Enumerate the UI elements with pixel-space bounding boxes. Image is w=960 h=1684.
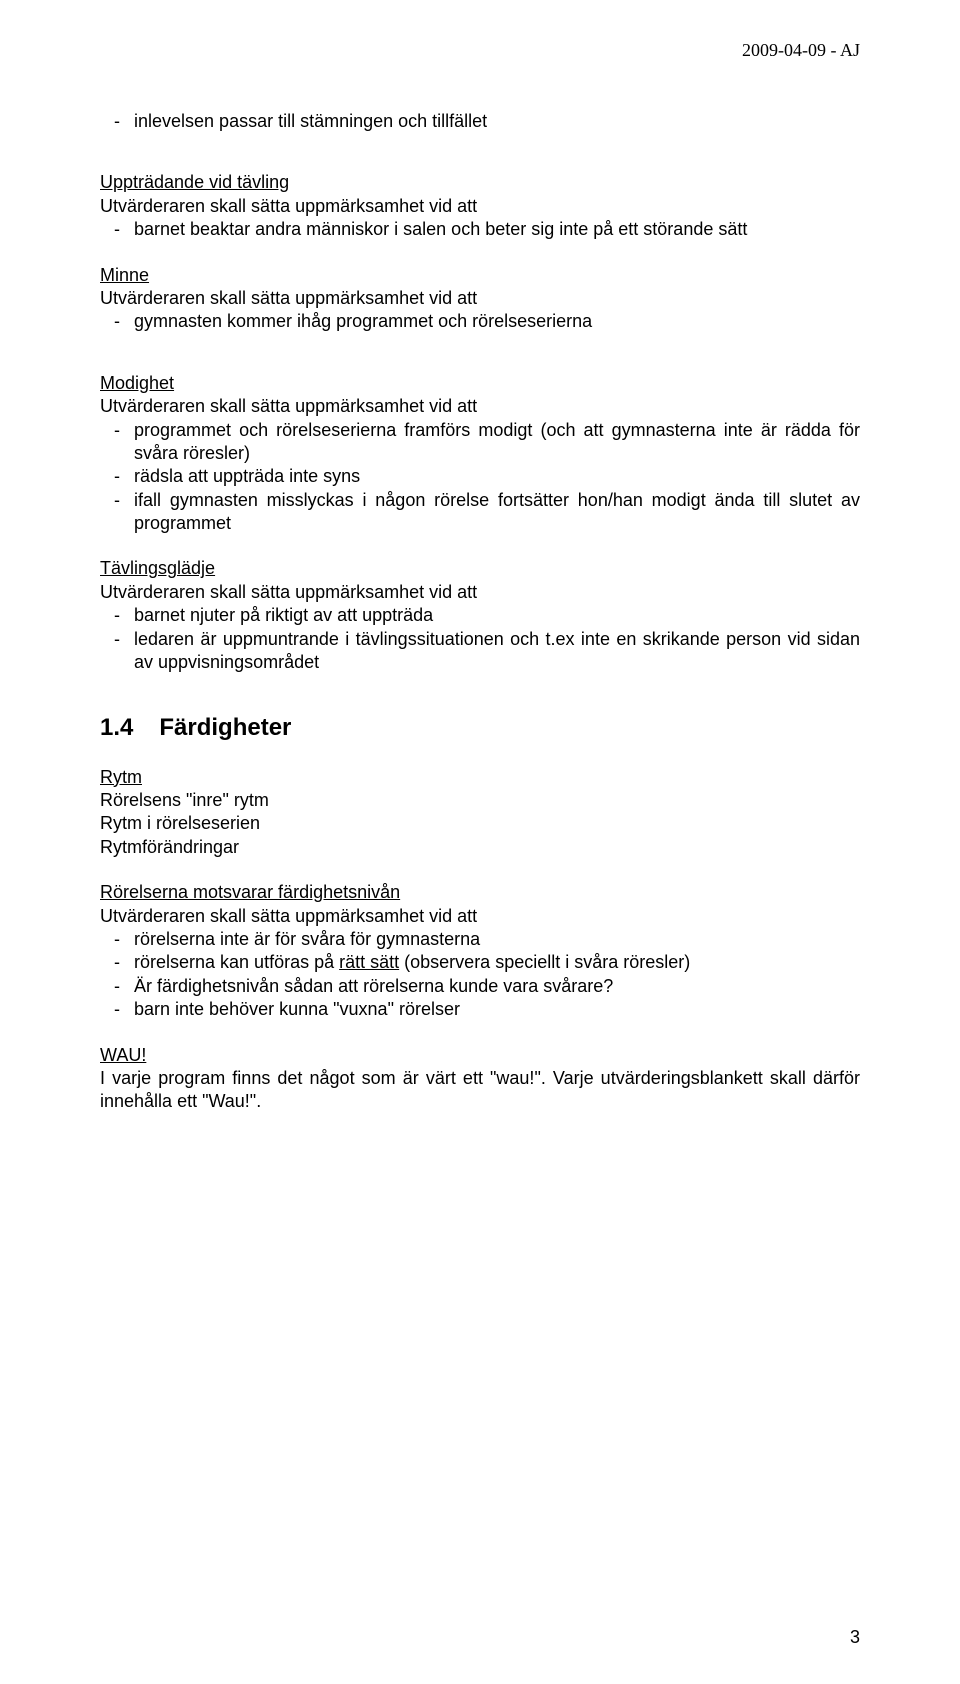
list-item: - barnet njuter på riktigt av att uppträ… (100, 604, 860, 627)
section-intro: Utvärderaren skall sätta uppmärksamhet v… (100, 581, 860, 604)
bullet-dash-icon: - (100, 489, 134, 512)
bullet-dash-icon: - (100, 928, 134, 951)
bullet-text: rörelserna kan utföras på rätt sätt (obs… (134, 951, 860, 974)
bullet-dash-icon: - (100, 975, 134, 998)
section-heading-rorelserna: Rörelserna motsvarar färdighetsnivån (100, 881, 860, 904)
section-intro: Utvärderaren skall sätta uppmärksamhet v… (100, 905, 860, 928)
list-item: - programmet och rörelseserierna framför… (100, 419, 860, 466)
bullet-text: rädsla att uppträda inte syns (134, 465, 860, 488)
page-number: 3 (850, 1627, 860, 1648)
body-text: Rytmförändringar (100, 836, 860, 859)
section-heading-modighet: Modighet (100, 372, 860, 395)
bullet-text: ledaren är uppmuntrande i tävlingssituat… (134, 628, 860, 675)
bullet-text: inlevelsen passar till stämningen och ti… (134, 110, 860, 133)
bullet-text: barnet beaktar andra människor i salen o… (134, 218, 860, 241)
bullet-text: programmet och rörelseserierna framförs … (134, 419, 860, 466)
bullet-text: ifall gymnasten misslyckas i någon rörel… (134, 489, 860, 536)
list-item: - ledaren är uppmuntrande i tävlingssitu… (100, 628, 860, 675)
section-intro: Utvärderaren skall sätta uppmärksamhet v… (100, 287, 860, 310)
heading-fardigheter: 1.4 Färdigheter (100, 712, 860, 743)
bullet-text: gymnasten kommer ihåg programmet och rör… (134, 310, 860, 333)
body-text: Rytm i rörelseserien (100, 812, 860, 835)
document-page: 2009-04-09 - AJ - inlevelsen passar till… (0, 0, 960, 1684)
page-content: - inlevelsen passar till stämningen och … (100, 110, 860, 1114)
bullet-text: barnet njuter på riktigt av att uppträda (134, 604, 860, 627)
heading-title: Färdigheter (159, 712, 291, 743)
bullet-dash-icon: - (100, 628, 134, 651)
section-intro: Utvärderaren skall sätta uppmärksamhet v… (100, 395, 860, 418)
list-item: - gymnasten kommer ihåg programmet och r… (100, 310, 860, 333)
text-post: (observera speciellt i svåra röresler) (399, 952, 690, 972)
bullet-dash-icon: - (100, 419, 134, 442)
bullet-text: Är färdighetsnivån sådan att rörelserna … (134, 975, 860, 998)
list-item: - inlevelsen passar till stämningen och … (100, 110, 860, 133)
bullet-dash-icon: - (100, 951, 134, 974)
bullet-dash-icon: - (100, 110, 134, 133)
bullet-dash-icon: - (100, 998, 134, 1021)
section-heading-wau: WAU! (100, 1044, 860, 1067)
text-pre: rörelserna kan utföras på (134, 952, 339, 972)
section-heading-tavlingsgladje: Tävlingsglädje (100, 557, 860, 580)
list-item: - rädsla att uppträda inte syns (100, 465, 860, 488)
body-text: Rörelsens "inre" rytm (100, 789, 860, 812)
bullet-text: barn inte behöver kunna "vuxna" rörelser (134, 998, 860, 1021)
bullet-dash-icon: - (100, 310, 134, 333)
header-date: 2009-04-09 - AJ (742, 40, 860, 61)
list-item: - Är färdighetsnivån sådan att rörelsern… (100, 975, 860, 998)
section-heading-upptradande: Uppträdande vid tävling (100, 171, 860, 194)
section-intro: Utvärderaren skall sätta uppmärksamhet v… (100, 195, 860, 218)
underlined-phrase: rätt sätt (339, 952, 399, 972)
bullet-text: rörelserna inte är för svåra för gymnast… (134, 928, 860, 951)
list-item: - rörelserna kan utföras på rätt sätt (o… (100, 951, 860, 974)
body-text: I varje program finns det något som är v… (100, 1067, 860, 1114)
bullet-dash-icon: - (100, 604, 134, 627)
list-item: - rörelserna inte är för svåra för gymna… (100, 928, 860, 951)
bullet-dash-icon: - (100, 218, 134, 241)
section-heading-minne: Minne (100, 264, 860, 287)
heading-number: 1.4 (100, 712, 133, 743)
list-item: - barn inte behöver kunna "vuxna" rörels… (100, 998, 860, 1021)
bullet-dash-icon: - (100, 465, 134, 488)
section-heading-rytm: Rytm (100, 766, 860, 789)
list-item: - ifall gymnasten misslyckas i någon rör… (100, 489, 860, 536)
list-item: - barnet beaktar andra människor i salen… (100, 218, 860, 241)
